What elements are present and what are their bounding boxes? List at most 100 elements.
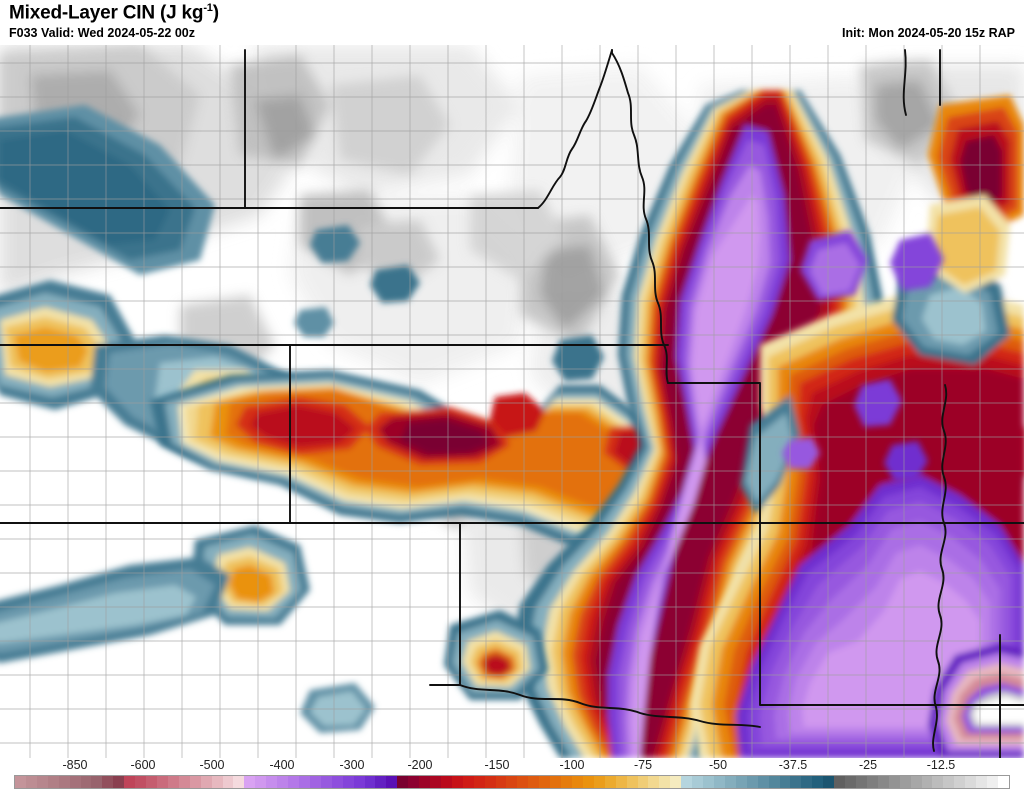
logo-text-part2: tal weather <box>792 757 1018 759</box>
colorbar-swatch <box>255 776 267 788</box>
colorbar-swatch <box>943 776 955 788</box>
colorbar-swatch <box>899 776 911 788</box>
colorbar-swatch <box>593 776 605 788</box>
colorbar-swatch <box>921 776 933 788</box>
colorbar-swatch <box>877 776 889 788</box>
colorbar-swatch <box>375 776 387 788</box>
county-boundaries <box>0 45 1024 758</box>
colorbar-swatch <box>801 776 813 788</box>
colorbar-swatch <box>15 776 26 788</box>
colorbar-swatch <box>506 776 518 788</box>
colorbar-swatch <box>430 776 441 788</box>
colorbar-swatch <box>615 776 627 788</box>
colorbar-swatch <box>386 776 398 788</box>
colorbar-swatch <box>965 776 977 788</box>
cin-raster-layer <box>0 45 1024 758</box>
colorbar-swatch <box>888 776 900 788</box>
colorbar-swatch <box>47 776 59 788</box>
colorbar-swatch <box>735 776 747 788</box>
colorbar-swatch <box>866 776 878 788</box>
colorbar-swatch <box>135 776 147 788</box>
colorbar-swatch <box>539 776 551 788</box>
colorbar-swatches[interactable] <box>14 775 1010 789</box>
colorbar-swatch <box>855 776 867 788</box>
colorbar-swatch <box>266 776 278 788</box>
page-title: Mixed-Layer CIN (J kg-1) <box>9 2 219 24</box>
colorbar-swatch <box>167 776 179 788</box>
colorbar-swatch <box>200 776 212 788</box>
colorbar-swatch <box>397 776 409 788</box>
colorbar-swatch <box>353 776 365 788</box>
page-title-exponent: -1 <box>203 2 213 14</box>
colorbar-swatch <box>146 776 157 788</box>
colorbar-swatch <box>681 776 693 788</box>
colorbar-swatch <box>178 776 190 788</box>
colorbar-swatch <box>812 776 824 788</box>
colorbar-swatch <box>572 776 583 788</box>
colorbar-swatch <box>102 776 114 788</box>
colorbar-tick-label: -500 <box>199 758 225 772</box>
colorbar-swatch <box>987 776 998 788</box>
colorbar-swatch <box>156 776 168 788</box>
colorbar-swatch <box>954 776 966 788</box>
colorbar-swatch <box>746 776 758 788</box>
colorbar-swatch <box>670 776 682 788</box>
colorbar-swatch <box>309 776 321 788</box>
colorbar-tick-label: -600 <box>130 758 156 772</box>
colorbar-swatch <box>823 776 835 788</box>
colorbar-swatch <box>473 776 485 788</box>
colorbar-swatch <box>298 776 310 788</box>
colorbar-swatch <box>440 776 452 788</box>
colorbar-swatch <box>604 776 616 788</box>
colorbar-swatch <box>80 776 92 788</box>
colorbar-swatch <box>528 776 540 788</box>
colorbar-swatch <box>910 776 922 788</box>
colorbar-swatch <box>834 776 846 788</box>
colorbar-tick-label: -400 <box>269 758 295 772</box>
colorbar-swatch <box>582 776 594 788</box>
colorbar-swatch <box>211 776 223 788</box>
logo-text-part1: piv <box>703 757 763 759</box>
colorbar-swatch <box>561 776 573 788</box>
colorbar-swatch <box>932 776 944 788</box>
colorbar-swatch <box>113 776 125 788</box>
colorbar-swatch <box>779 776 791 788</box>
colorbar-tick-label: -100 <box>559 758 585 772</box>
colorbar-swatch <box>189 776 201 788</box>
colorbar-swatch <box>25 776 37 788</box>
colorbar-swatch <box>233 776 245 788</box>
colorbar-swatch <box>517 776 529 788</box>
init-time-label: Init: Mon 2024-05-20 15z RAP <box>842 26 1015 40</box>
colorbar-swatch <box>626 776 638 788</box>
colorbar-tick-label: -37.5 <box>778 758 808 772</box>
colorbar-tick-label: -850 <box>62 758 88 772</box>
colorbar-swatch <box>462 776 474 788</box>
colorbar-swatch <box>288 776 299 788</box>
page-title-main: Mixed-Layer CIN (J kg <box>9 2 204 24</box>
colorbar-swatch <box>408 776 420 788</box>
colorbar-tick-label: -12.5 <box>926 758 956 772</box>
state-boundaries <box>0 49 1024 758</box>
page-title-tail: ) <box>212 2 219 24</box>
colorbar-swatch <box>342 776 354 788</box>
colorbar-swatch <box>91 776 103 788</box>
colorbar-swatch <box>277 776 289 788</box>
colorbar-swatch <box>36 776 48 788</box>
colorbar-tick-label: -150 <box>484 758 510 772</box>
colorbar-swatch <box>714 776 725 788</box>
colorbar-tick-label: -25 <box>858 758 878 772</box>
colorbar[interactable]: -850 -600 -500 -400 -300 -200 -150 -100 -75 -50 -3… <box>0 758 1024 791</box>
colorbar-tick-label: -75 <box>633 758 653 772</box>
colorbar-swatch <box>703 776 714 788</box>
colorbar-tick-label: -50 <box>708 758 728 772</box>
map-header: Mixed-Layer CIN (J kg-1) F033 Valid: Wed… <box>0 0 1024 45</box>
colorbar-swatch <box>692 776 704 788</box>
colorbar-swatch <box>451 776 463 788</box>
colorbar-swatch <box>550 776 562 788</box>
colorbar-tick-labels: -850 -600 -500 -400 -300 -200 -150 -100 -75 -50 -3… <box>0 758 1024 774</box>
colorbar-swatch <box>768 776 780 788</box>
colorbar-swatch <box>790 776 802 788</box>
map-canvas[interactable]: www.pivotalweather.com piv <box>0 45 1024 758</box>
valid-time-label: F033 Valid: Wed 2024-05-22 00z <box>9 26 195 40</box>
